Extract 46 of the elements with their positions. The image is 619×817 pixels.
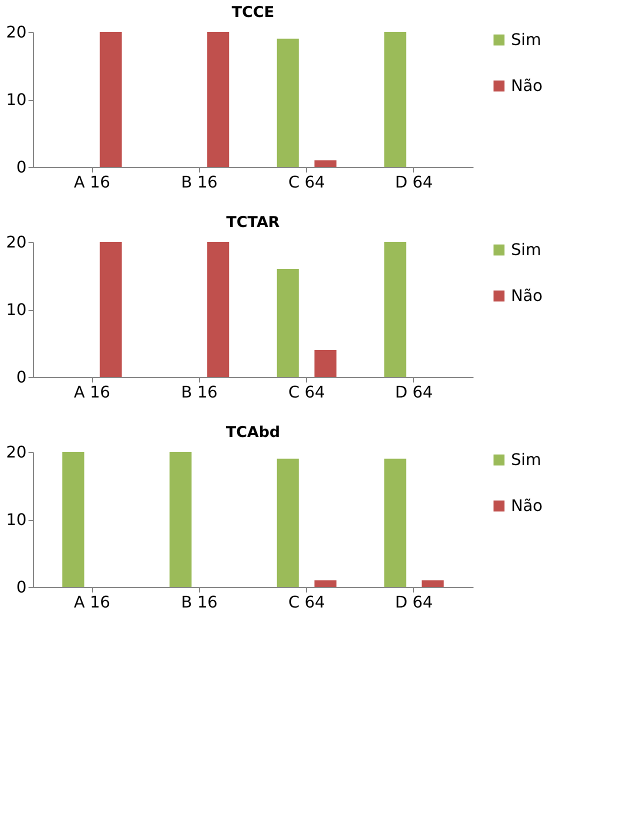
- bar: [100, 32, 122, 167]
- y-tick-label: 0: [16, 158, 26, 176]
- bar: [207, 32, 230, 167]
- bar: [384, 242, 406, 377]
- x-tick-label: D 64: [395, 592, 433, 612]
- chart-title: TCCE: [232, 3, 274, 21]
- bar: [276, 458, 299, 587]
- x-tick-label: C 64: [288, 382, 325, 402]
- legend-label: Não: [511, 286, 543, 305]
- y-tick-label: 0: [16, 368, 26, 386]
- y-tick-label: 0: [16, 578, 26, 596]
- bar: [276, 269, 299, 377]
- y-tick-label: 20: [6, 232, 26, 252]
- text: Sim: [511, 240, 542, 259]
- legend-label: Sim: [511, 30, 542, 49]
- bar: [276, 38, 299, 167]
- bar: [314, 160, 336, 167]
- x-tick-label: C 64: [288, 172, 325, 192]
- x-tick-label: B 16: [181, 172, 218, 192]
- x-tick-label: C 64: [288, 592, 325, 612]
- y-tick-label: 10: [6, 90, 26, 109]
- chart-title: TCTAR: [226, 213, 280, 231]
- x-tick-label: A 16: [74, 592, 110, 612]
- x-tick-label: A 16: [74, 382, 110, 402]
- legend-label: Não: [511, 76, 543, 95]
- bar: [62, 452, 84, 587]
- bar: [100, 242, 122, 377]
- chart-title: TCAbd: [226, 423, 280, 441]
- y-tick-label: 10: [6, 510, 26, 529]
- bar: [207, 242, 230, 377]
- x-tick-label: D 64: [395, 382, 433, 402]
- text: Sim: [511, 450, 542, 469]
- legend-label: Não: [511, 496, 543, 515]
- y-tick-label: 20: [6, 442, 26, 462]
- x-tick-label: B 16: [181, 382, 218, 402]
- bar: [170, 452, 192, 587]
- x-tick-label: B 16: [181, 592, 218, 612]
- x-tick-label: A 16: [74, 172, 110, 192]
- bar: [422, 580, 444, 587]
- bar: [314, 580, 336, 587]
- y-tick-label: 20: [6, 22, 26, 42]
- bar: [314, 350, 336, 377]
- y-tick-label: 10: [6, 300, 26, 319]
- x-tick-label: D 64: [395, 172, 433, 192]
- bar: [384, 32, 406, 167]
- bar: [384, 458, 406, 587]
